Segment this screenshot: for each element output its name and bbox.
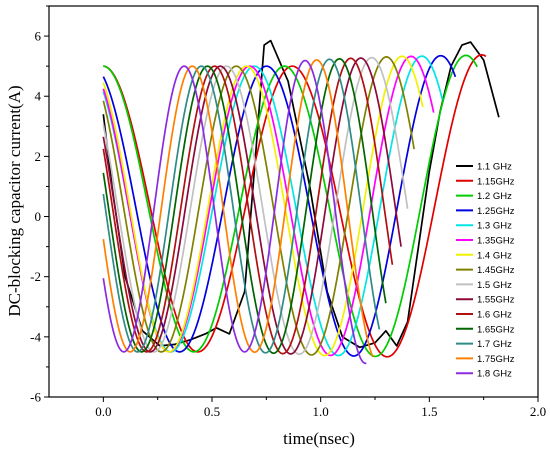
plot-curves [102, 39, 500, 365]
legend-label: 1.2 GHz [477, 191, 512, 202]
series-line-10 [102, 57, 394, 355]
x-tick-label: 1.0 [313, 404, 329, 419]
series-line-6 [102, 55, 424, 357]
series-line-13 [102, 59, 374, 358]
y-tick-label: -6 [30, 390, 41, 405]
legend-label: 1.65GHz [477, 324, 515, 335]
legend-label: 1.55GHz [477, 295, 515, 306]
plot-frame [48, 5, 539, 398]
y-tick-label: 4 [35, 89, 42, 104]
legend-label: 1.15GHz [477, 176, 515, 187]
series-line-3 [102, 54, 457, 357]
series-line-9 [102, 57, 402, 355]
x-tick-label: 1.5 [421, 404, 437, 419]
legend-label: 1.8 GHz [477, 369, 512, 380]
x-axis: 0.0 0.5 1.0 1.5 2.0 [95, 397, 546, 419]
y-tick-label: 6 [35, 29, 42, 44]
y-tick-label: 0 [35, 209, 42, 224]
x-tick-label: 0.5 [204, 404, 220, 419]
series-line-14 [102, 59, 367, 365]
legend-label: 1.35GHz [477, 236, 515, 247]
legend-label: 1.1 GHz [477, 162, 512, 173]
y-tick-label: 2 [35, 149, 42, 164]
series-line-8 [102, 56, 409, 356]
x-tick-label: 2.0 [530, 404, 546, 419]
legend-label: 1.25GHz [477, 206, 515, 217]
y-tick-label: -2 [30, 269, 41, 284]
x-axis-label: time(nsec) [283, 429, 355, 448]
y-axis: -6 -4 -2 0 2 4 6 [30, 5, 49, 405]
series-line-2 [103, 54, 478, 358]
x-tick-label: 0.0 [95, 404, 111, 419]
y-tick-label: -4 [30, 329, 41, 344]
series-line-11 [102, 57, 387, 355]
legend: 1.1 GHz 1.15GHz 1.2 GHz 1.25GHz 1.3 GHz 1.35G… [456, 162, 515, 380]
legend-label: 1.45GHz [477, 265, 515, 276]
legend-label: 1.6 GHz [477, 310, 512, 321]
y-axis-label: DC-blocking capacitor current(A) [5, 85, 24, 316]
legend-label: 1.5 GHz [477, 280, 512, 291]
series-line-12 [102, 58, 381, 354]
legend-label: 1.75GHz [477, 354, 515, 365]
legend-label: 1.7 GHz [477, 339, 512, 350]
legend-label: 1.3 GHz [477, 221, 512, 232]
series-line-1 [103, 54, 487, 358]
legend-label: 1.4 GHz [477, 250, 512, 261]
